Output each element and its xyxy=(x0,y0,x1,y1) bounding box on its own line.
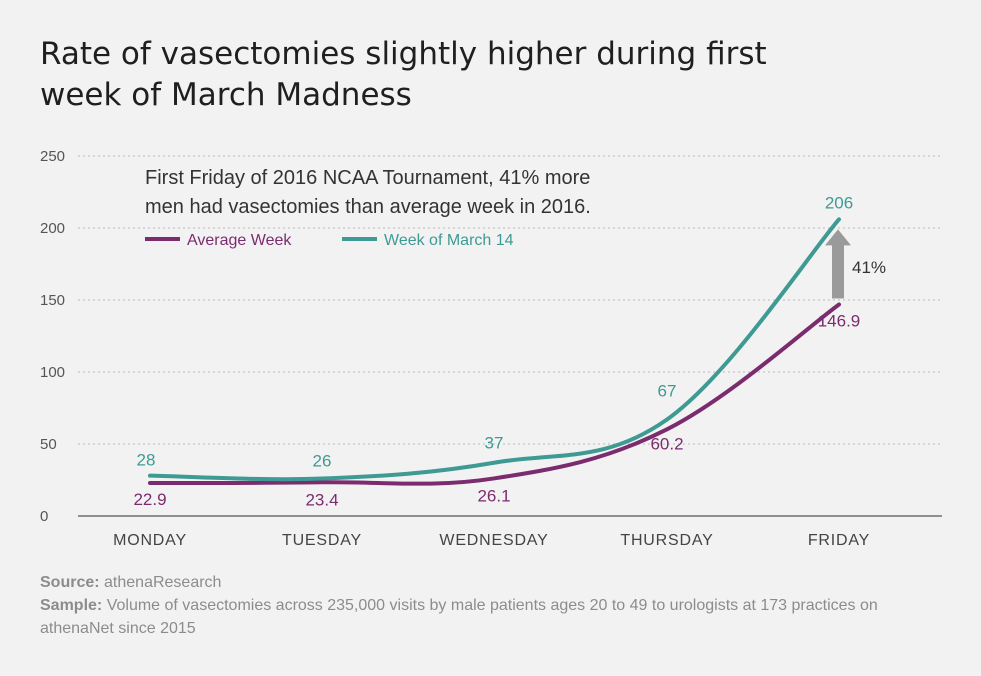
data-label-average-0: 22.9 xyxy=(133,490,166,509)
chart-footer: Source: athenaResearch Sample: Volume of… xyxy=(40,571,940,640)
x-tick-label-tuesday: TUESDAY xyxy=(282,532,362,549)
legend-label-march: Week of March 14 xyxy=(384,232,514,249)
sample-text: Volume of vasectomies across 235,000 vis… xyxy=(40,597,878,637)
y-tick-label-0: 0 xyxy=(40,508,48,525)
series-line-average xyxy=(148,302,841,486)
source-text: athenaResearch xyxy=(99,574,222,591)
legend-label-average: Average Week xyxy=(187,232,292,249)
data-label-march-1: 26 xyxy=(313,452,332,471)
y-tick-label-150: 150 xyxy=(40,292,65,309)
annotation-line-2: men had vasectomies than average week in… xyxy=(145,196,591,218)
comparison-arrow-shaft xyxy=(832,243,844,299)
data-label-average-4: 146.9 xyxy=(818,311,861,330)
data-label-march-2: 37 xyxy=(485,434,504,453)
y-tick-label-250: 250 xyxy=(40,148,65,165)
source-line: Source: athenaResearch xyxy=(40,571,940,594)
data-label-average-1: 23.4 xyxy=(305,490,338,509)
comparison-arrow-label: 41% xyxy=(852,258,886,277)
x-tick-label-wednesday: WEDNESDAY xyxy=(439,532,548,549)
data-label-march-0: 28 xyxy=(137,451,156,470)
comparison-arrow-head xyxy=(825,229,851,246)
data-label-march-4: 206 xyxy=(825,193,853,212)
data-label-march-3: 67 xyxy=(658,382,677,401)
source-label: Source: xyxy=(40,574,100,591)
x-tick-label-monday: MONDAY xyxy=(113,532,187,549)
chart-title: Rate of vasectomies slightly higher duri… xyxy=(40,36,767,113)
sample-label: Sample: xyxy=(40,597,103,614)
data-label-average-3: 60.2 xyxy=(650,434,683,453)
data-label-average-2: 26.1 xyxy=(477,486,510,505)
x-tick-label-friday: FRIDAY xyxy=(808,532,870,549)
x-tick-label-thursday: THURSDAY xyxy=(620,532,713,549)
series-line-march xyxy=(148,217,841,482)
y-tick-label-200: 200 xyxy=(40,220,65,237)
annotation-line-1: First Friday of 2016 NCAA Tournament, 41… xyxy=(145,167,590,189)
sample-line: Sample: Volume of vasectomies across 235… xyxy=(40,594,940,640)
y-tick-label-50: 50 xyxy=(40,436,57,453)
y-tick-label-100: 100 xyxy=(40,364,65,381)
